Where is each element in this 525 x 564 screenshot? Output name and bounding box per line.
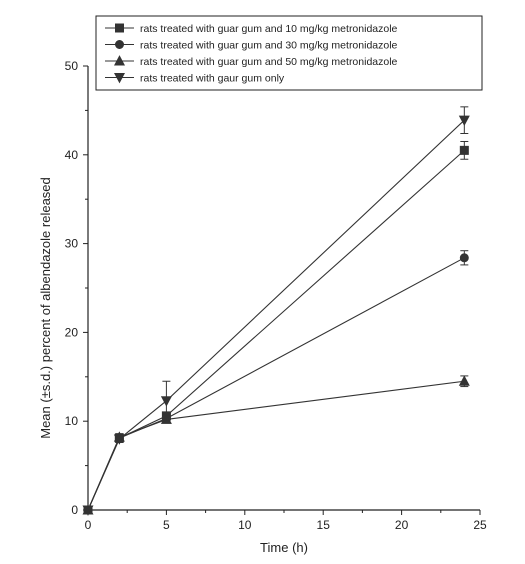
legend-marker [115, 23, 125, 33]
data-point [459, 145, 469, 155]
legend-marker [114, 55, 125, 66]
y-tick-label: 50 [65, 59, 79, 73]
x-tick-label: 25 [473, 518, 487, 532]
legend-entry-label: rats treated with guar gum and 10 mg/kg … [140, 23, 398, 35]
x-tick-label: 0 [85, 518, 92, 532]
series-line [87, 149, 465, 511]
series-3 [82, 375, 470, 515]
x-axis-title: Time (h) [260, 540, 308, 555]
y-tick-label: 0 [71, 503, 78, 517]
series-layer [82, 106, 470, 516]
series-4 [82, 106, 470, 516]
data-point [458, 375, 470, 386]
series-line [87, 119, 465, 511]
x-tick-label: 5 [163, 518, 170, 532]
y-tick-label: 40 [65, 148, 79, 162]
series-line [87, 257, 465, 511]
legend-entry-label: rats treated with guar gum and 50 mg/kg … [140, 56, 398, 68]
legend-entry-label: rats treated with guar gum and 30 mg/kg … [140, 40, 398, 52]
y-axis-title: Mean (±s.d.) percent of albendazole rele… [38, 177, 53, 439]
data-point [82, 505, 94, 516]
data-point [459, 253, 469, 263]
axes: 0 5 10 15 20 25 0 10 20 30 40 50 [65, 59, 487, 532]
data-point [113, 434, 125, 445]
x-tick-label: 10 [238, 518, 252, 532]
legend-marker [114, 73, 125, 84]
series-2 [83, 250, 469, 515]
legend-entry-label: rats treated with gaur gum only [140, 73, 285, 85]
y-tick-label: 30 [65, 237, 79, 251]
y-tick-label: 10 [65, 414, 79, 428]
data-point [160, 396, 172, 407]
y-tick-label: 20 [65, 325, 79, 339]
legend-marker [115, 39, 125, 49]
legend-box [95, 15, 483, 91]
legend: rats treated with guar gum and 10 mg/kg … [95, 15, 483, 91]
series-1 [83, 140, 469, 515]
data-point [458, 115, 470, 127]
x-tick-label: 15 [317, 518, 331, 532]
x-tick-label: 20 [395, 518, 409, 532]
series-line [87, 380, 465, 511]
